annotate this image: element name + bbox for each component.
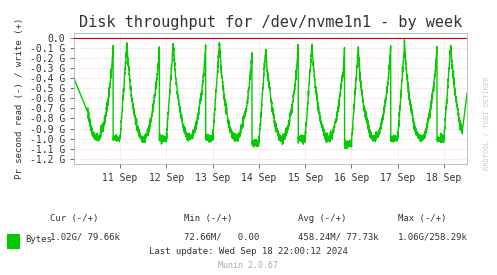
Title: Disk throughput for /dev/nvme1n1 - by week: Disk throughput for /dev/nvme1n1 - by we… [79, 15, 462, 30]
Text: Bytes: Bytes [25, 235, 52, 244]
Text: 72.66M/   0.00: 72.66M/ 0.00 [184, 232, 259, 241]
Text: RRDTOOL / TOBI OETIKER: RRDTOOL / TOBI OETIKER [484, 77, 490, 170]
Text: Cur (-/+): Cur (-/+) [50, 214, 98, 223]
Text: Max (-/+): Max (-/+) [398, 214, 446, 223]
Text: Munin 2.0.67: Munin 2.0.67 [219, 261, 278, 270]
Text: 1.02G/ 79.66k: 1.02G/ 79.66k [50, 232, 120, 241]
Text: Min (-/+): Min (-/+) [184, 214, 232, 223]
Text: 1.06G/258.29k: 1.06G/258.29k [398, 232, 468, 241]
Text: 458.24M/ 77.73k: 458.24M/ 77.73k [298, 232, 379, 241]
Y-axis label: Pr second read (-) / write (+): Pr second read (-) / write (+) [15, 18, 24, 179]
Text: Last update: Wed Sep 18 22:00:12 2024: Last update: Wed Sep 18 22:00:12 2024 [149, 248, 348, 256]
Text: Avg (-/+): Avg (-/+) [298, 214, 346, 223]
